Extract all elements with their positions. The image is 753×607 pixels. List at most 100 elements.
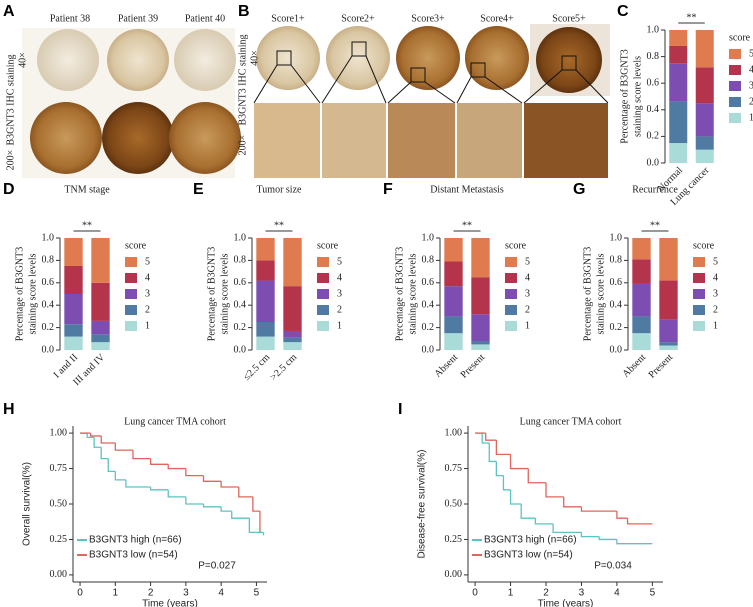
bar-segment [659,280,678,320]
bar-segment [669,63,688,102]
bar-segment [256,238,275,261]
survival-step [114,443,133,451]
bar-segment [695,103,714,137]
survival-step [202,475,222,482]
legend-label: B3GNT3 high (n=66) [484,535,577,546]
legend-label: 5 [749,48,753,59]
significance-label: ** [687,12,697,23]
y-axis-label: Overall survival(%) [22,462,33,546]
row-label: B3GNT3 IHC staining [5,54,16,145]
tissue-core [102,102,174,174]
legend-label: 2 [337,304,342,315]
bar-segment [471,314,490,342]
panel-letter: C [617,3,629,20]
significance-label: ** [274,220,284,231]
survival-step [220,481,239,488]
y-axis-label: staining score levels [407,253,418,334]
magnification: 200× [5,150,16,171]
survival-step [114,471,126,481]
bar-segment [444,333,463,350]
chart-title: Recurrence [632,184,678,195]
column-label: Patient 39 [118,13,158,24]
y-tick-label: 0.50 [50,498,68,509]
column-label: Score4+ [480,13,514,24]
x-tick-label: 4 [614,588,620,599]
y-tick-label: 0.25 [445,534,463,545]
tissue-core [107,29,169,91]
bar-segment [659,319,678,343]
legend-label: 2 [749,96,753,107]
y-axis-label: Percentage of B3GNT3 [14,247,25,341]
legend-title: score [693,240,715,251]
legend-swatch [693,321,705,331]
y-tick-label: 0.0 [647,157,660,168]
x-tick-label: >2.5 cm [268,352,299,383]
x-tick-label: ≤2.5 cm [241,352,272,383]
bar-segment [444,316,463,334]
legend-swatch [125,289,137,299]
y-tick-label: 1.00 [445,427,463,438]
y-tick-label: 0.6 [42,277,55,288]
survival-step [107,458,116,473]
legend-swatch [729,65,741,75]
bar-segment [632,238,651,260]
bar-segment [256,260,275,281]
survival-step [481,433,490,444]
column-label: Patient 40 [185,13,225,24]
zoom-image [322,103,386,178]
bar-segment [91,238,110,283]
survival-step [252,496,260,512]
bar-segment [283,286,302,331]
legend-swatch [729,97,741,107]
y-tick-label: 1.00 [50,427,68,438]
bar-segment [283,238,302,287]
survival-step [563,496,582,508]
legend-label: 5 [337,256,342,267]
panel-b-images [253,24,610,178]
x-tick-label: Present [459,352,488,381]
y-tick-label: 0.25 [50,534,68,545]
bar-segment [669,45,688,64]
legend-label: 1 [713,320,718,331]
x-tick-label: Present [647,352,676,381]
p-value: P=0.034 [594,561,632,572]
survival-step [125,479,151,488]
y-tick-label: 0.2 [234,322,247,333]
survival-step [100,447,109,460]
y-tick-label: 0.2 [422,322,435,333]
legend-swatch [505,321,517,331]
significance-label: ** [462,220,472,231]
survival-step [93,437,102,448]
legend-title: score [317,240,339,251]
chart-title: Distant Metastasis [430,184,504,195]
bar-segment [669,30,688,46]
legend-label: 2 [145,304,150,315]
bar-segment [256,336,275,350]
legend-label: 3 [749,80,753,91]
bar-segment [444,261,463,287]
column-label: Score3+ [411,13,445,24]
survival-step [626,518,653,525]
bar-segment [91,334,110,343]
y-axis-label: Percentage of B3GNT3 [394,247,405,341]
zoom-image [388,103,455,178]
x-tick-label: 4 [218,588,224,599]
y-tick-label: 0.8 [42,255,55,266]
bar-segment [695,67,714,104]
y-tick-label: 1.0 [422,232,435,243]
panel-letter: D [3,181,15,198]
zoom-boxes [253,41,609,104]
x-axis-label: Time (years) [142,599,198,607]
zoom-image [457,103,522,178]
x-tick-label: 2 [543,588,549,599]
survival-step [202,504,222,508]
legend-swatch [693,289,705,299]
x-tick-label: 3 [579,588,585,599]
legend-label: 4 [337,272,342,283]
survival-step [132,450,151,460]
survival-step [89,433,102,437]
y-axis-label: staining score levels [595,253,606,334]
significance-label: ** [650,220,660,231]
survival-step [100,435,116,444]
